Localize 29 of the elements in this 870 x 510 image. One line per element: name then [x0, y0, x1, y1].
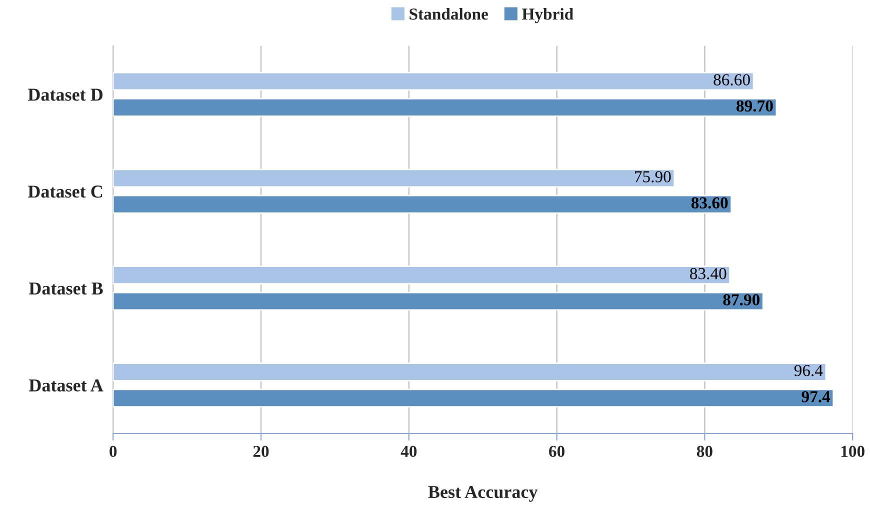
bar	[113, 72, 754, 91]
bar	[113, 292, 764, 311]
data-label: 89.70	[736, 100, 773, 112]
data-label: 96.4	[794, 364, 823, 376]
x-tick-label: 80	[696, 446, 712, 458]
data-label: 87.90	[723, 294, 760, 306]
x-tick-label: 0	[110, 446, 117, 458]
bar	[113, 388, 834, 408]
bar	[113, 266, 731, 284]
y-tick-label: Dataset D	[28, 88, 102, 101]
data-label: 83.40	[690, 268, 726, 280]
y-tick-label: Dataset B	[28, 282, 103, 295]
data-label: 86.60	[714, 74, 750, 86]
y-tick-label: Dataset C	[28, 186, 102, 198]
bar	[113, 98, 778, 117]
x-tick-label: 40	[400, 446, 417, 458]
data-label: 75.90	[635, 171, 671, 182]
bar	[113, 168, 676, 188]
legend-label: Standalone	[410, 8, 488, 20]
x-tick-label: 20	[253, 446, 269, 458]
x-tick-label: 100	[841, 446, 864, 458]
bar	[113, 362, 827, 382]
legend-label: Hybrid	[522, 8, 574, 24]
x-tick-label: 60	[549, 446, 564, 458]
data-label: 83.60	[691, 197, 728, 209]
bar	[113, 194, 732, 214]
data-label: 97.4	[802, 391, 830, 402]
y-tick-label: Dataset A	[28, 379, 104, 392]
x-axis-title: Best Accuracy	[428, 486, 538, 502]
